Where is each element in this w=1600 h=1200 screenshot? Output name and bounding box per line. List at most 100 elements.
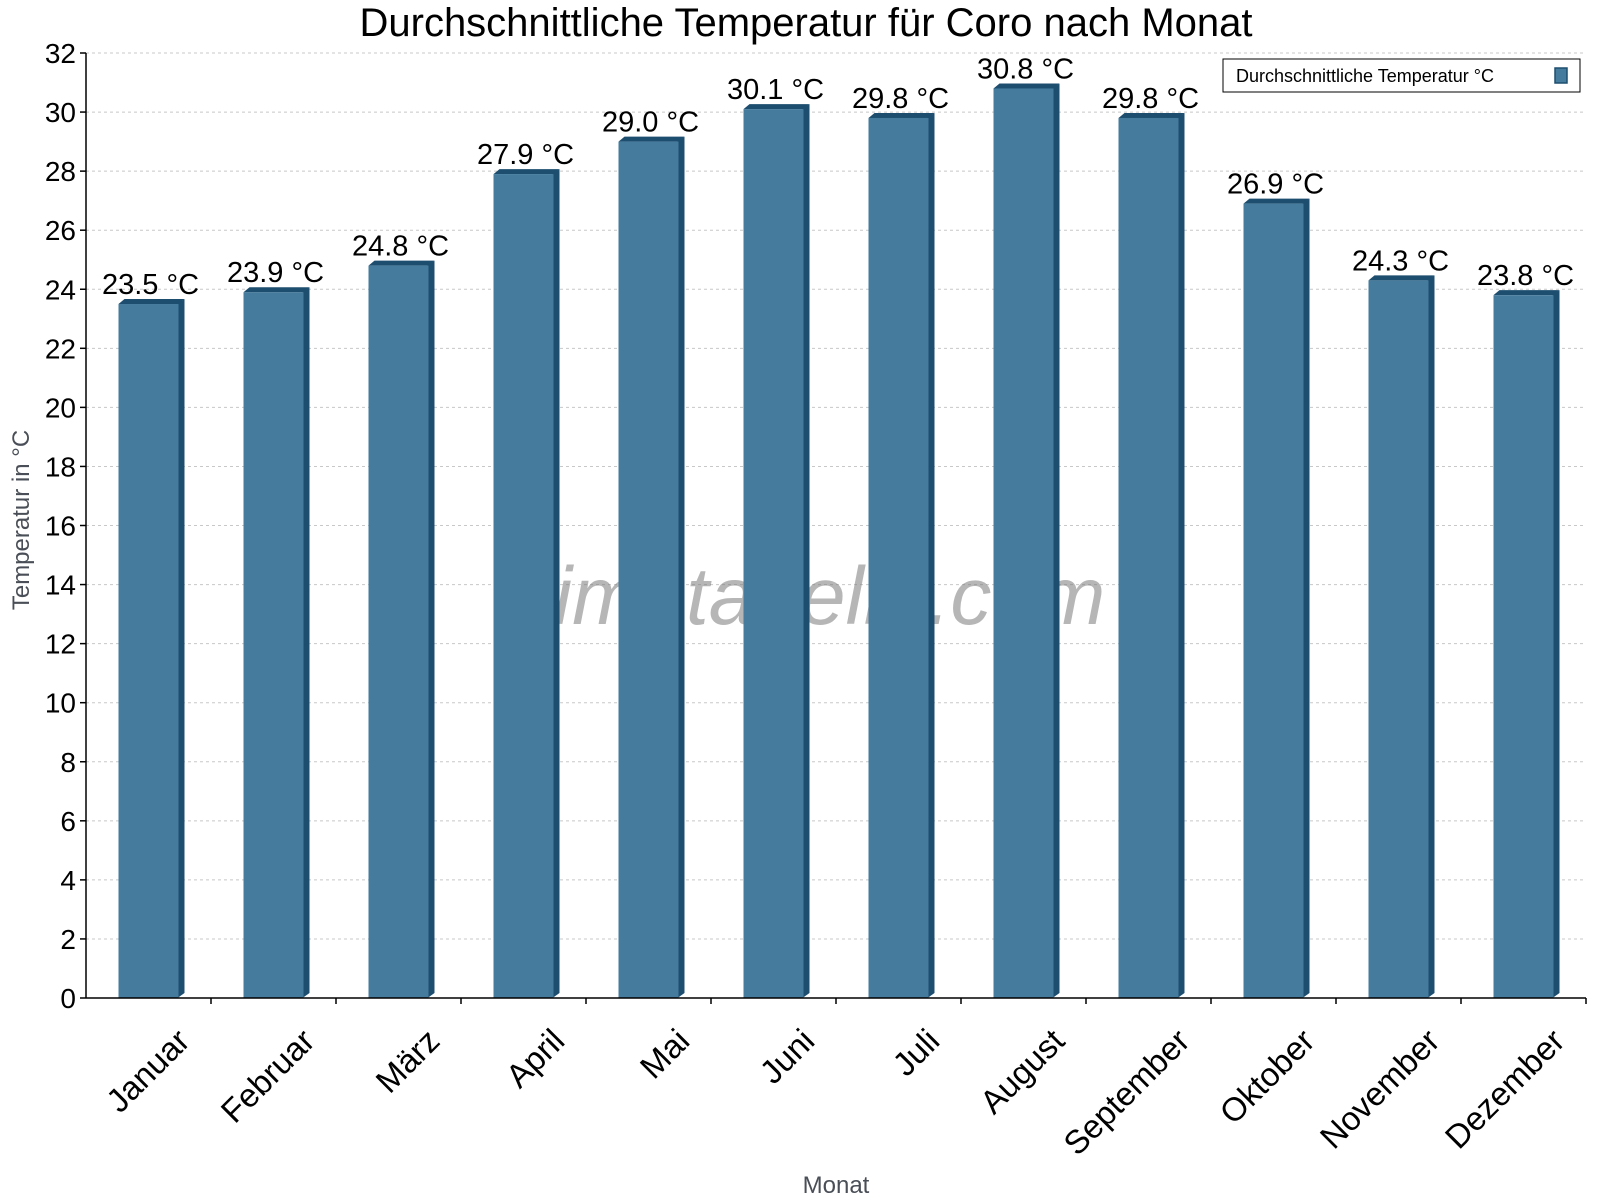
y-tick-label: 14 [45,570,76,601]
bar-top [868,112,935,118]
bar-side [552,169,560,998]
bar-front [1368,280,1429,998]
x-tick-label: November [1313,1022,1447,1156]
y-tick-label: 16 [45,511,76,542]
bar-front [118,304,179,998]
x-tick-label: Februar [214,1022,322,1130]
data-label: 24.3 °C [1352,245,1449,277]
bar-side [677,136,685,998]
y-tick-label: 10 [45,688,76,719]
data-label: 27.9 °C [477,139,574,171]
chart-title: Durchschnittliche Temperatur für Coro na… [359,1,1252,45]
legend-swatch [1554,67,1568,84]
bar [1118,112,1185,998]
bar-side [927,112,935,998]
y-tick-label: 30 [45,97,76,128]
x-tick-label: Mai [633,1022,697,1086]
bar-top [243,287,310,293]
bar [618,136,685,998]
bar-front [993,88,1054,998]
bar-top [368,260,435,266]
legend: Durchschnittliche Temperatur °C [1222,58,1581,93]
data-label: 24.8 °C [352,231,449,263]
bar-side [1552,290,1560,998]
x-tick-label: Juli [885,1022,946,1083]
y-tick-label: 32 [45,38,76,69]
x-tick-label: Dezember [1438,1022,1572,1156]
legend-label: Durchschnittliche Temperatur °C [1236,66,1494,86]
data-label: 30.8 °C [977,53,1074,85]
bar [1493,290,1560,998]
bar-top [1118,112,1185,118]
bar-front [1118,117,1179,998]
bar-side [1177,112,1185,998]
bar-top [1368,275,1435,281]
x-tick-label: August [973,1022,1072,1121]
y-tick-label: 6 [60,806,76,837]
y-tick-label: 28 [45,156,76,187]
data-label: 26.9 °C [1227,169,1324,201]
bar [493,169,560,998]
y-tick-label: 18 [45,451,76,482]
bar-front [868,117,929,998]
y-tick-label: 8 [60,747,76,778]
bar-top [743,104,810,110]
y-tick-label: 20 [45,392,76,423]
bar [1368,275,1435,998]
y-tick-label: 0 [60,983,76,1014]
bar-top [618,136,685,142]
bar-side [1052,83,1060,998]
y-tick-label: 12 [45,629,76,660]
bar-side [427,260,435,998]
y-axis-label: Temperatur in °C [8,430,35,610]
x-tick-label: Juni [752,1022,821,1091]
bar-front [618,141,679,998]
bar-front [243,292,304,998]
x-tick-label: April [499,1022,572,1095]
bars [118,83,1560,998]
gridlines [86,52,1586,940]
bar-top [118,299,185,305]
x-axis-label: Monat [803,1172,870,1199]
data-label: 30.1 °C [727,74,824,106]
bar-top [993,83,1060,89]
y-tick-label: 2 [60,924,76,955]
bar-top [1243,198,1310,204]
bar [243,287,310,998]
bar [868,112,935,998]
bar-top [1493,290,1560,296]
bar-side [177,299,185,998]
data-labels: 23.5 °C 23.9 °C 24.8 °C 27.9 °C 29.0 °C 30.1 … [102,53,1574,301]
bar-side [1427,275,1435,998]
bar [118,299,185,998]
bar [743,104,810,998]
bar-front [743,109,804,998]
bar-side [302,287,310,998]
data-label: 29.0 °C [602,107,699,139]
x-tick-label: September [1056,1022,1196,1162]
bar-side [802,104,810,998]
bar-front [1493,295,1554,998]
x-tick-label: Januar [99,1022,197,1120]
x-tick-label: Oktober [1212,1022,1321,1131]
data-label: 29.8 °C [852,83,949,115]
x-tick-labels: Januar Februar März April Mai Juni Juli AugustS… [99,998,1587,1162]
y-tick-label: 24 [45,274,76,305]
data-label: 23.9 °C [227,257,324,289]
legend-box [1222,58,1581,93]
bar [368,260,435,998]
x-tick-label: März [368,1022,446,1100]
data-label: 23.5 °C [102,269,199,301]
bar-top [493,169,560,175]
data-label: 29.8 °C [1102,83,1199,115]
bar-front [1243,203,1304,998]
bar-front [493,174,554,998]
y-tick-label: 26 [45,215,76,246]
y-tick-label: 22 [45,333,76,364]
bar-front [368,265,429,998]
bar-side [1302,198,1310,998]
bar [1243,198,1310,998]
y-tick-label: 4 [60,865,76,896]
